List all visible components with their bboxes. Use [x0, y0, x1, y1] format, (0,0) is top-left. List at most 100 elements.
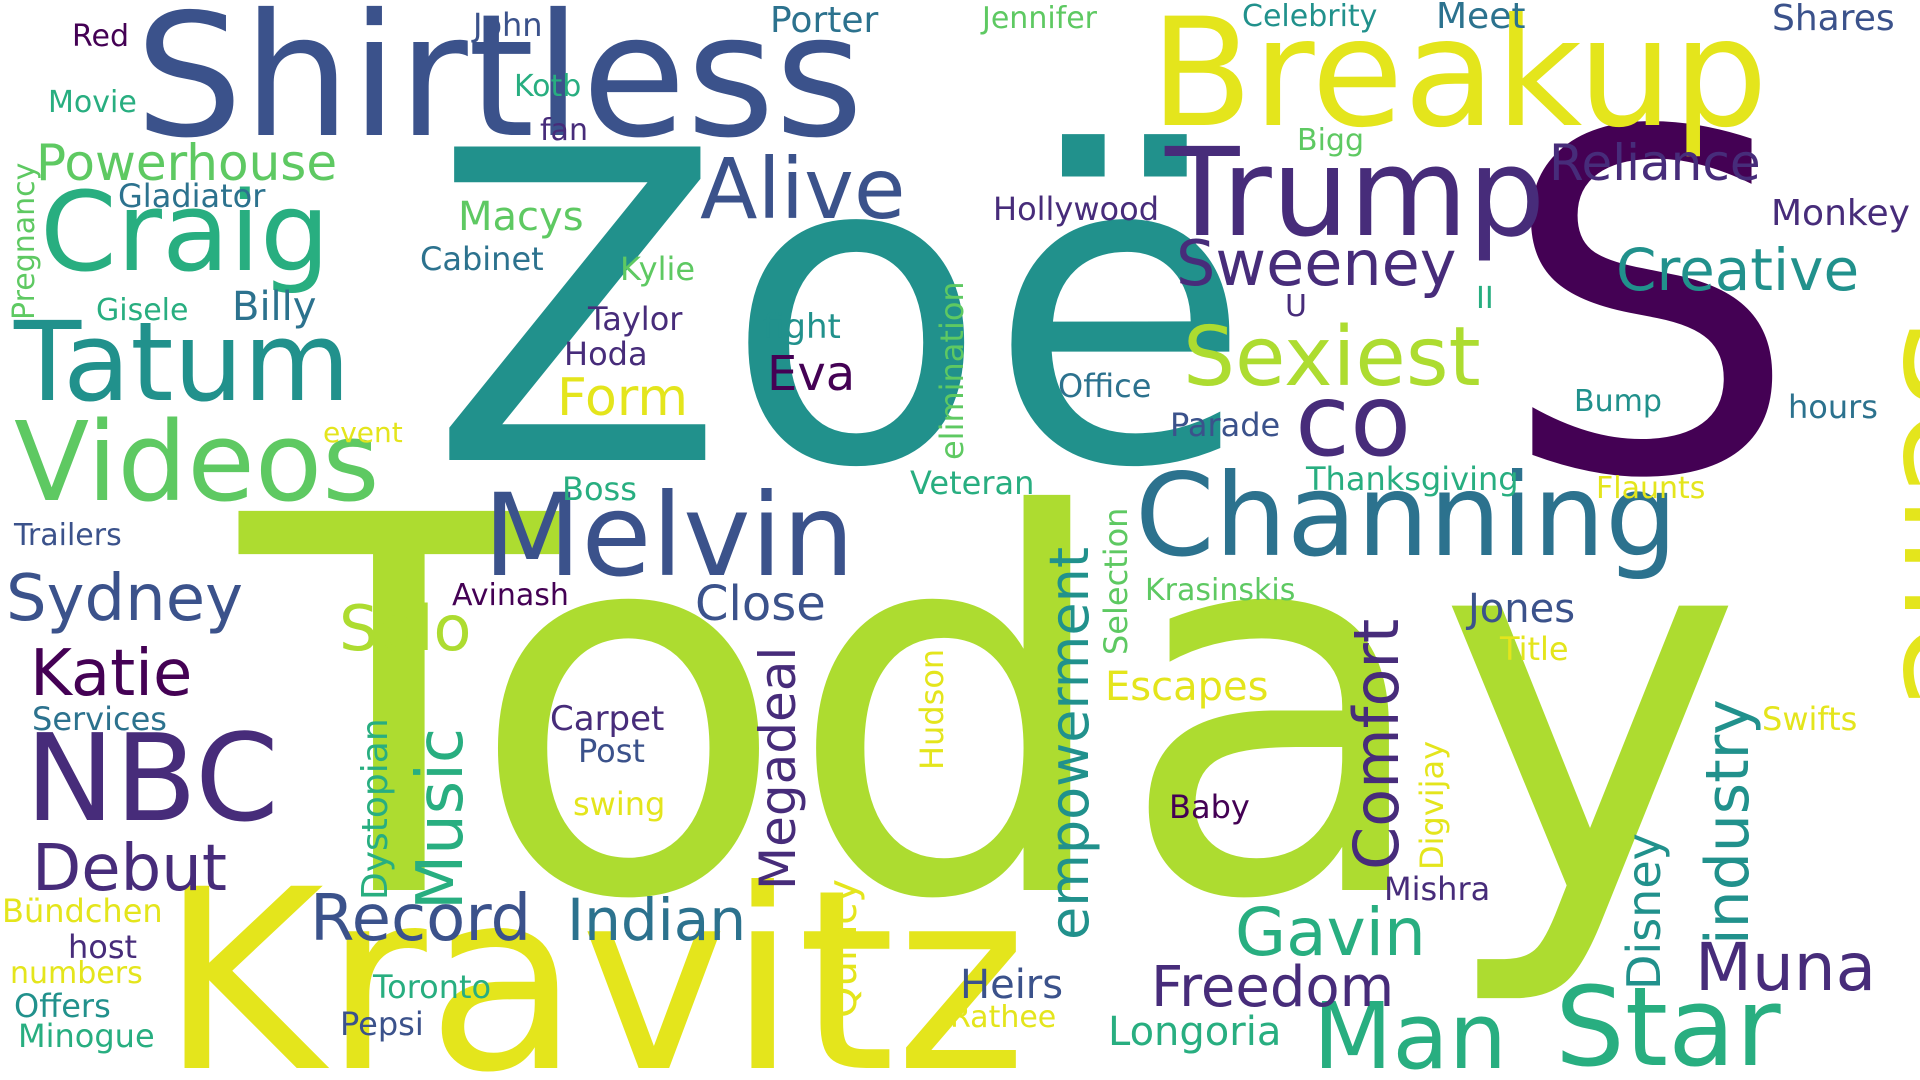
word-heirs: Heirs [960, 962, 1063, 1008]
word-john: John [471, 6, 543, 44]
word-selfie: Selfie [1871, 320, 1920, 708]
word-pregnancy: Pregnancy [7, 163, 42, 320]
word-swifts: Swifts [1762, 700, 1857, 738]
word-solo: Solo [339, 592, 471, 665]
word-baby: Baby [1169, 788, 1250, 826]
word-muna: Muna [1695, 929, 1876, 1006]
word-alive: Alive [700, 140, 906, 238]
word-videos: Videos [14, 398, 380, 526]
word-numbers: numbers [10, 956, 143, 991]
word-trump: Trump [1164, 122, 1545, 264]
word-indian: Indian [567, 886, 746, 954]
word-parade: Parade [1170, 406, 1280, 444]
word-swing: swing [573, 785, 665, 823]
word-channing: Channing [1135, 449, 1678, 582]
word-toronto: Toronto [372, 968, 491, 1006]
word-cabinet: Cabinet [420, 240, 544, 278]
word-comfort: Comfort [1340, 619, 1413, 870]
word-post: Post [578, 732, 645, 770]
word-thanksgiving: Thanksgiving [1305, 460, 1519, 498]
word-celebrity: Celebrity [1242, 0, 1377, 34]
word-powerhouse: Powerhouse [36, 134, 337, 192]
word-pepsi: Pepsi [340, 1005, 424, 1043]
word-breakup: Breakup [1150, 0, 1768, 161]
word-reliance: Reliance [1549, 134, 1761, 192]
word-services: Services [32, 700, 167, 738]
word-boss: Boss [562, 470, 637, 508]
word-creative: Creative [1616, 236, 1859, 304]
word-tatum: Tatum [13, 298, 350, 426]
word-hours: hours [1788, 388, 1878, 426]
word-monkey: Monkey [1771, 193, 1910, 234]
word-elimination: elimination [933, 281, 971, 460]
word-digvijay: Digvijay [1413, 741, 1451, 870]
word-gladiator: Gladiator [118, 177, 266, 215]
word-melvin: Melvin [483, 469, 855, 602]
word-hollywood: Hollywood [993, 190, 1159, 228]
word-kylie: Kylie [620, 250, 695, 288]
word-disney: Disney [1617, 833, 1671, 990]
word-star: Star [1555, 963, 1781, 1080]
word-taylor: Taylor [587, 300, 683, 338]
word-fan: fan [540, 113, 588, 148]
word-craig: Craig [40, 168, 330, 296]
word-rathee: Rathee [950, 1000, 1056, 1035]
word-today: Today [232, 407, 1744, 1013]
word-freedom: Freedom [1151, 955, 1394, 1020]
word-veteran: Veteran [910, 464, 1034, 502]
word-shares: Shares [1772, 0, 1895, 39]
word-debut: Debut [32, 832, 227, 906]
word-form: Form [557, 368, 688, 428]
word-eva: Eva [767, 346, 855, 402]
word-escapes: Escapes [1105, 664, 1268, 710]
word-bundchen: Bündchen [2, 892, 163, 930]
word-industry: industry [1693, 699, 1763, 945]
word-office: Office [1058, 367, 1151, 405]
word-red: Red [72, 19, 129, 54]
word-gavin: Gavin [1235, 894, 1426, 971]
word-man: Man [1313, 983, 1507, 1080]
word-gisele: Gisele [96, 293, 188, 328]
word-kravitz: Kravitz [160, 836, 1027, 1080]
word-fight: fight [763, 307, 841, 347]
word-macys: Macys [458, 194, 584, 240]
word-event: event [323, 416, 403, 449]
word-title: Title [1499, 630, 1569, 668]
word-nbc: NBC [25, 710, 279, 849]
word-u: U [1285, 289, 1307, 324]
word-zoe: Zoë [430, 62, 1252, 562]
word-trailers: Trailers [13, 518, 122, 553]
word-carpet: Carpet [550, 699, 664, 739]
word-sweeney: Sweeney [1176, 227, 1456, 300]
word-record: Record [310, 882, 531, 956]
word-hoda: Hoda [564, 335, 648, 373]
word-hudson: Hudson [913, 649, 951, 770]
word-co: co [1295, 362, 1411, 479]
word-minogue: Minogue [18, 1017, 155, 1055]
word-empowerment: empowerment [1038, 547, 1101, 940]
word-flaunts: Flaunts [1596, 471, 1705, 506]
word-selection: Selection [1097, 508, 1135, 655]
word-megadeal: Megadeal [749, 647, 807, 890]
word-bump: Bump [1574, 384, 1662, 419]
word-shirtless: Shirtless [135, 0, 863, 176]
word-dystopian: Dystopian [355, 718, 396, 900]
word-avinash: Avinash [452, 578, 569, 613]
word-bigg: Bigg [1297, 123, 1364, 158]
word-ii: II [1476, 281, 1494, 316]
word-meet: Meet [1436, 0, 1525, 37]
word-offers: Offers [14, 987, 111, 1025]
word-kotb: Kotb [514, 69, 581, 104]
word-billy: Billy [232, 284, 316, 330]
word-porter: Porter [770, 0, 879, 41]
word-katie: Katie [30, 637, 192, 711]
word-music: Music [404, 728, 478, 910]
word-longoria: Longoria [1108, 1009, 1281, 1055]
word-s: S [1500, 34, 1798, 581]
word-close: Close [695, 576, 826, 632]
word-krasinskis: Krasinskis [1145, 573, 1295, 608]
word-jennifer: Jennifer [980, 1, 1098, 36]
word-host: host [68, 928, 137, 966]
